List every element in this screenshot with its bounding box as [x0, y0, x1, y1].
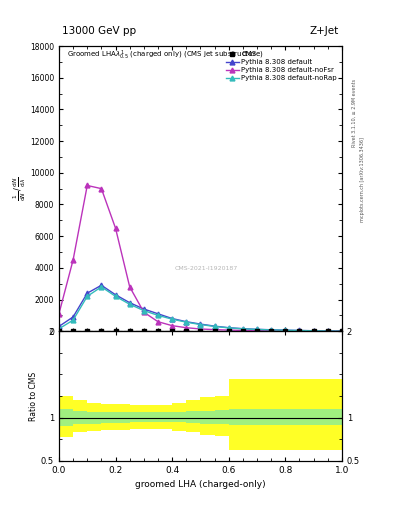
Legend: CMS, Pythia 8.308 default, Pythia 8.308 default-noFsr, Pythia 8.308 default-noRa: CMS, Pythia 8.308 default, Pythia 8.308 …	[225, 50, 338, 82]
Text: Z+Jet: Z+Jet	[310, 26, 339, 36]
Text: mcplots.cern.ch [arXiv:1306.3436]: mcplots.cern.ch [arXiv:1306.3436]	[360, 137, 365, 222]
X-axis label: groomed LHA (charged-only): groomed LHA (charged-only)	[135, 480, 266, 489]
Text: CMS-2021-I1920187: CMS-2021-I1920187	[174, 266, 238, 271]
Text: Rivet 3.1.10, ≥ 2.9M events: Rivet 3.1.10, ≥ 2.9M events	[352, 78, 357, 147]
Text: 13000 GeV pp: 13000 GeV pp	[62, 26, 136, 36]
Y-axis label: Ratio to CMS: Ratio to CMS	[29, 371, 38, 420]
Y-axis label: $\frac{1}{\mathrm{d}N}\,/\,\frac{\mathrm{d}N}{\mathrm{d}\lambda}$: $\frac{1}{\mathrm{d}N}\,/\,\frac{\mathrm…	[12, 176, 28, 201]
Text: Groomed LHA$\lambda^1_{0.5}$ (charged only) (CMS jet substructure): Groomed LHA$\lambda^1_{0.5}$ (charged on…	[68, 49, 264, 62]
